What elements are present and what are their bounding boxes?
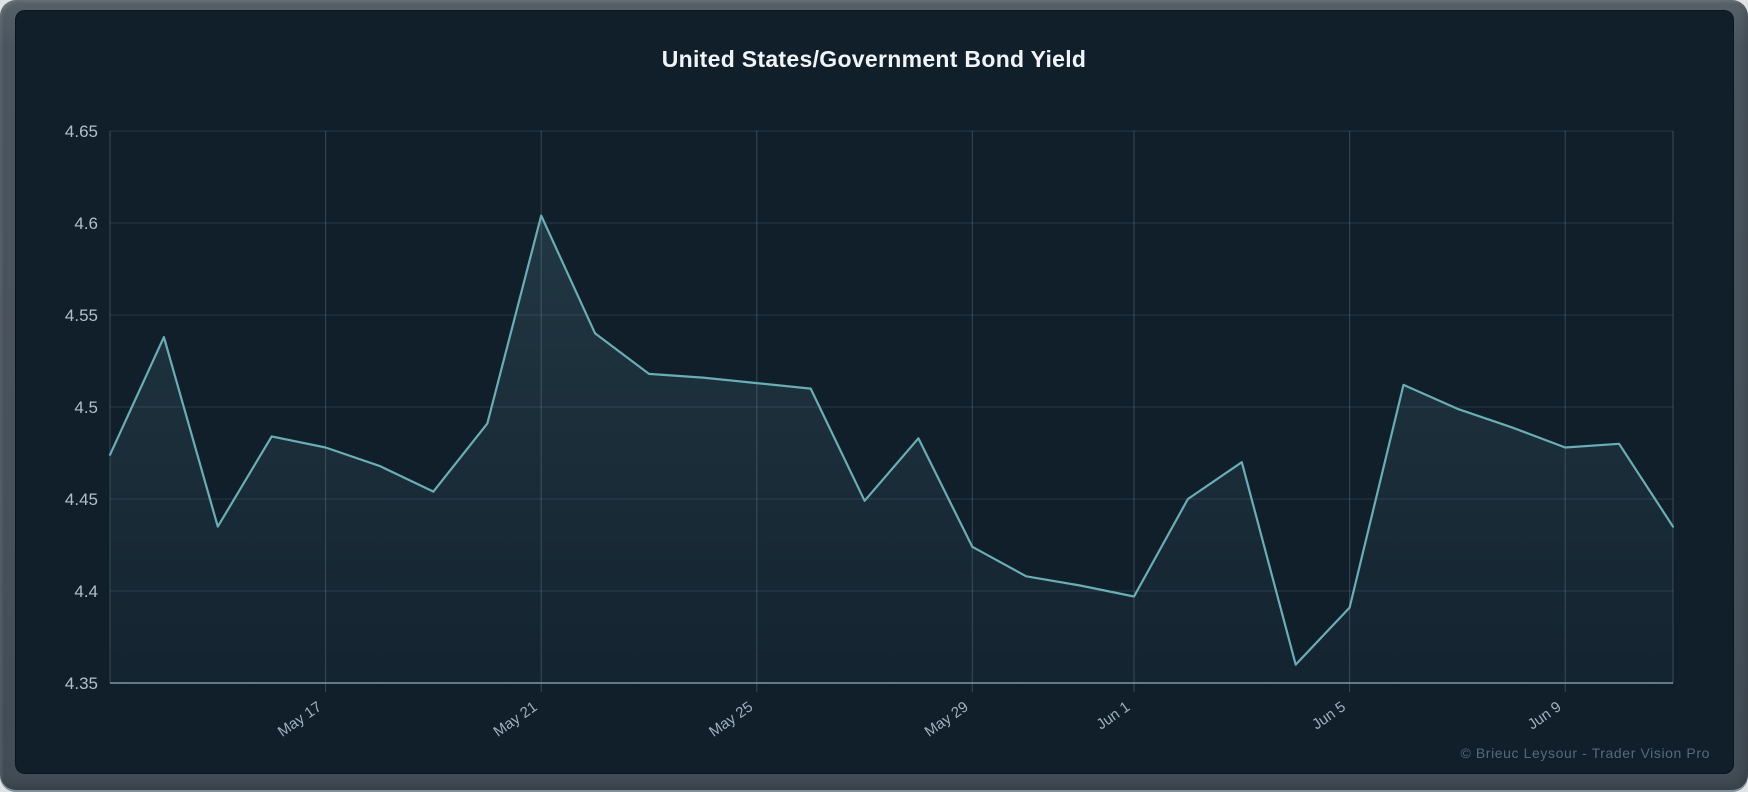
svg-text:4.45: 4.45 bbox=[65, 490, 98, 509]
svg-text:4.55: 4.55 bbox=[65, 306, 98, 325]
series-area-fill bbox=[110, 215, 1673, 683]
svg-text:4.6: 4.6 bbox=[74, 214, 98, 233]
svg-text:4.35: 4.35 bbox=[65, 674, 98, 693]
svg-text:May 29: May 29 bbox=[922, 698, 972, 740]
svg-text:Jun 1: Jun 1 bbox=[1093, 698, 1133, 733]
svg-text:Jun 9: Jun 9 bbox=[1525, 698, 1565, 733]
svg-text:May 25: May 25 bbox=[706, 698, 756, 740]
x-axis-labels: May 17 May 21 May 25 May 29 Jun 1 Jun 5 Jun 9 bbox=[275, 698, 1565, 740]
watermark-credit: © Brieuc Leysour - Trader Vision Pro bbox=[1460, 745, 1710, 761]
y-axis-labels: 4.65 4.6 4.55 4.5 4.45 4.4 4.35 bbox=[65, 122, 98, 693]
svg-text:Jun 5: Jun 5 bbox=[1309, 698, 1349, 733]
svg-text:4.5: 4.5 bbox=[74, 398, 98, 417]
yield-line-series bbox=[108, 214, 1675, 683]
svg-text:4.65: 4.65 bbox=[65, 122, 98, 141]
svg-text:May 17: May 17 bbox=[275, 698, 325, 740]
svg-text:4.4: 4.4 bbox=[74, 582, 98, 601]
svg-text:May 21: May 21 bbox=[490, 698, 540, 740]
series-line bbox=[108, 214, 1675, 666]
chart-title: United States/Government Bond Yield bbox=[661, 46, 1087, 72]
